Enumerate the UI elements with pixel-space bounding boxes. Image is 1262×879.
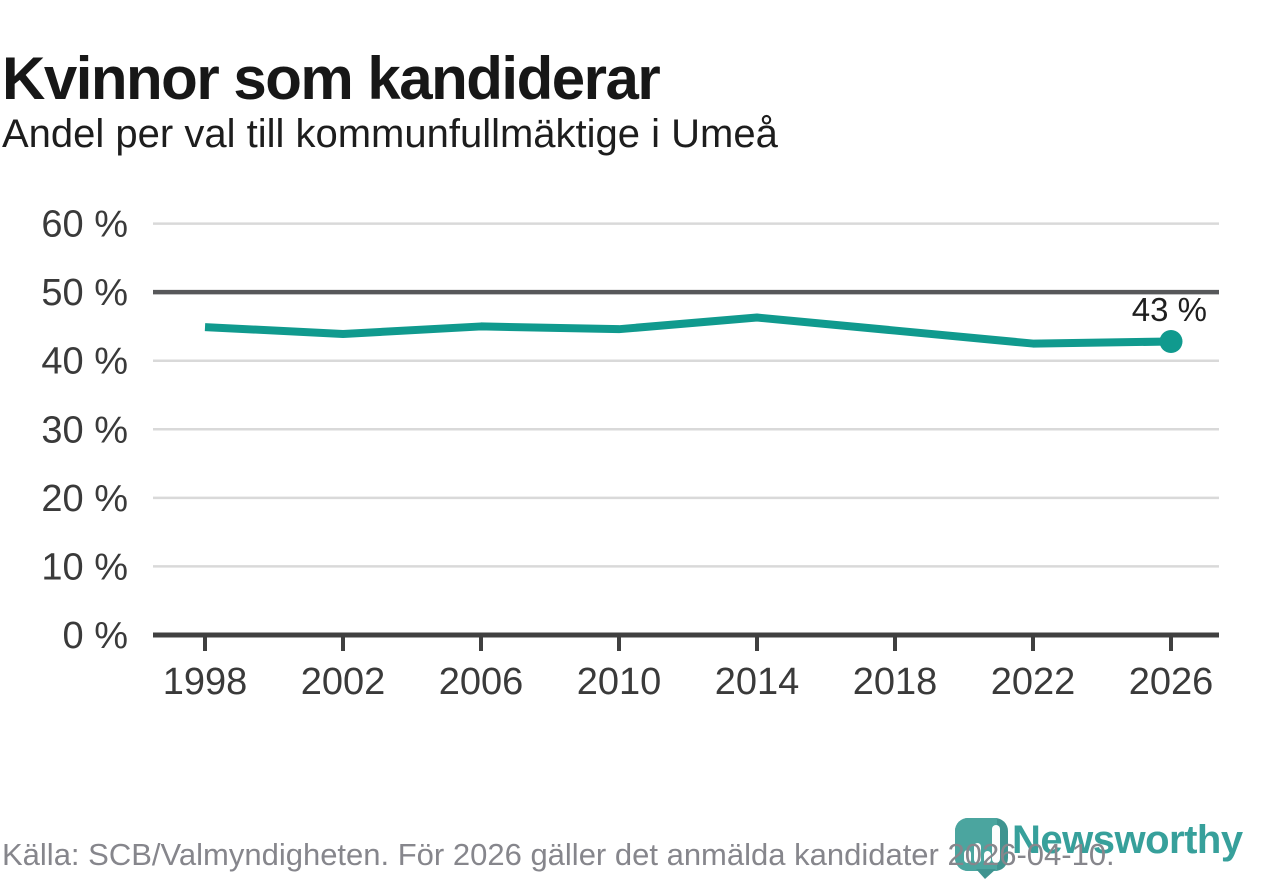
x-axis	[153, 632, 1219, 651]
y-axis-labels: 0 % 10 % 20 % 30 % 40 % 50 % 60 %	[41, 204, 128, 657]
x-axis-labels: 1998 2002 2006 2010 2014 2018 2022 2026	[163, 661, 1214, 703]
x-tick-label: 2018	[853, 661, 938, 703]
chart-subtitle: Andel per val till kommunfullmäktige i U…	[2, 112, 778, 156]
x-tick-label: 2010	[577, 661, 662, 703]
page-title: Kvinnor som kandiderar	[2, 45, 661, 113]
x-tick-label: 2006	[439, 661, 524, 703]
y-tick-label: 60 %	[41, 204, 128, 246]
y-tick-label: 0 %	[63, 615, 128, 657]
x-tick-label: 2026	[1129, 661, 1214, 703]
x-tick-label: 1998	[163, 661, 248, 703]
y-tick-label: 50 %	[41, 272, 128, 314]
newsworthy-logo-icon	[955, 818, 1008, 879]
y-tick-label: 20 %	[41, 478, 128, 520]
end-point-label: 43 %	[1132, 291, 1207, 328]
newsworthy-wordmark: Newsworthy	[1012, 818, 1243, 862]
x-tick-label: 2022	[991, 661, 1076, 703]
y-tick-label: 40 %	[41, 341, 128, 383]
data-line	[204, 313, 1172, 348]
y-tick-label: 10 %	[41, 546, 128, 588]
y-tick-label: 30 %	[41, 409, 128, 451]
gridlines	[153, 222, 1219, 568]
end-point-marker	[1159, 330, 1183, 354]
x-tick-label: 2014	[715, 661, 800, 703]
x-tick-label: 2002	[301, 661, 386, 703]
source-note: Källa: SCB/Valmyndigheten. För 2026 gäll…	[2, 837, 1115, 872]
